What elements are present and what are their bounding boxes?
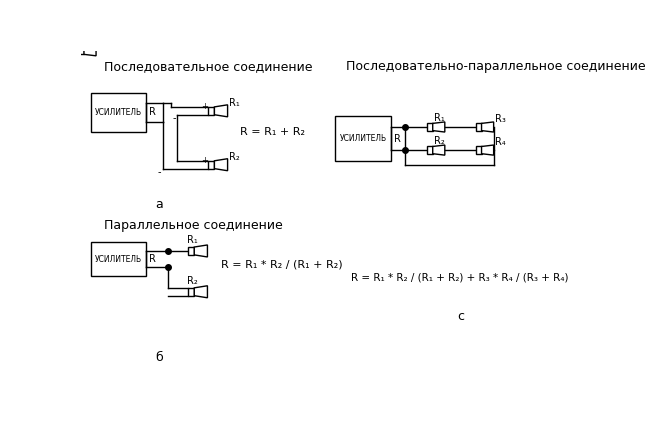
Polygon shape — [433, 145, 445, 155]
Text: R₁: R₁ — [187, 235, 198, 245]
Polygon shape — [214, 159, 227, 171]
Text: б: б — [155, 351, 162, 364]
Text: R = R₁ * R₂ / (R₁ + R₂) + R₃ * R₄ / (R₃ + R₄): R = R₁ * R₂ / (R₁ + R₂) + R₃ * R₄ / (R₃ … — [351, 273, 569, 283]
Bar — [90, 93, 146, 132]
Text: R = R₁ * R₂ / (R₁ + R₂): R = R₁ * R₂ / (R₁ + R₂) — [221, 260, 343, 270]
Bar — [90, 242, 146, 276]
Text: +: + — [201, 102, 208, 111]
Polygon shape — [84, 46, 96, 56]
Bar — [335, 116, 391, 161]
Bar — [427, 146, 433, 154]
Bar — [476, 146, 482, 154]
Text: R₂: R₂ — [187, 276, 198, 286]
Polygon shape — [433, 122, 445, 132]
Text: +: + — [201, 156, 208, 165]
Bar — [188, 247, 194, 255]
Text: R₁: R₁ — [229, 98, 240, 108]
Polygon shape — [482, 122, 493, 132]
Text: R: R — [393, 134, 400, 143]
Text: R: R — [149, 107, 155, 117]
Text: Параллельное соединение: Параллельное соединение — [105, 219, 283, 232]
Text: c: c — [458, 310, 465, 323]
Bar — [476, 124, 482, 131]
Bar — [188, 288, 194, 296]
Bar — [79, 47, 84, 55]
Bar — [209, 161, 214, 169]
Text: Последовательно-параллельное соединение: Последовательно-параллельное соединение — [346, 60, 646, 73]
Text: R₂: R₂ — [229, 152, 240, 162]
Polygon shape — [214, 105, 227, 117]
Text: УСИЛИТЕЛЬ: УСИЛИТЕЛЬ — [95, 108, 142, 117]
Text: R₄: R₄ — [495, 137, 506, 147]
Bar — [209, 107, 214, 115]
Polygon shape — [194, 286, 207, 298]
Text: R₃: R₃ — [495, 114, 506, 124]
Text: R₁: R₁ — [434, 113, 445, 123]
Text: -: - — [158, 167, 161, 177]
Polygon shape — [482, 145, 493, 155]
Text: a: a — [155, 198, 162, 211]
Text: УСИЛИТЕЛЬ: УСИЛИТЕЛЬ — [95, 255, 142, 264]
Text: -: - — [172, 113, 176, 123]
Text: Последовательное соединение: Последовательное соединение — [105, 60, 313, 73]
Polygon shape — [194, 245, 207, 257]
Text: R₂: R₂ — [434, 136, 445, 146]
Text: УСИЛИТЕЛЬ: УСИЛИТЕЛЬ — [340, 134, 387, 143]
Text: R = R₁ + R₂: R = R₁ + R₂ — [240, 126, 305, 137]
Text: R: R — [149, 254, 155, 264]
Bar — [427, 124, 433, 131]
